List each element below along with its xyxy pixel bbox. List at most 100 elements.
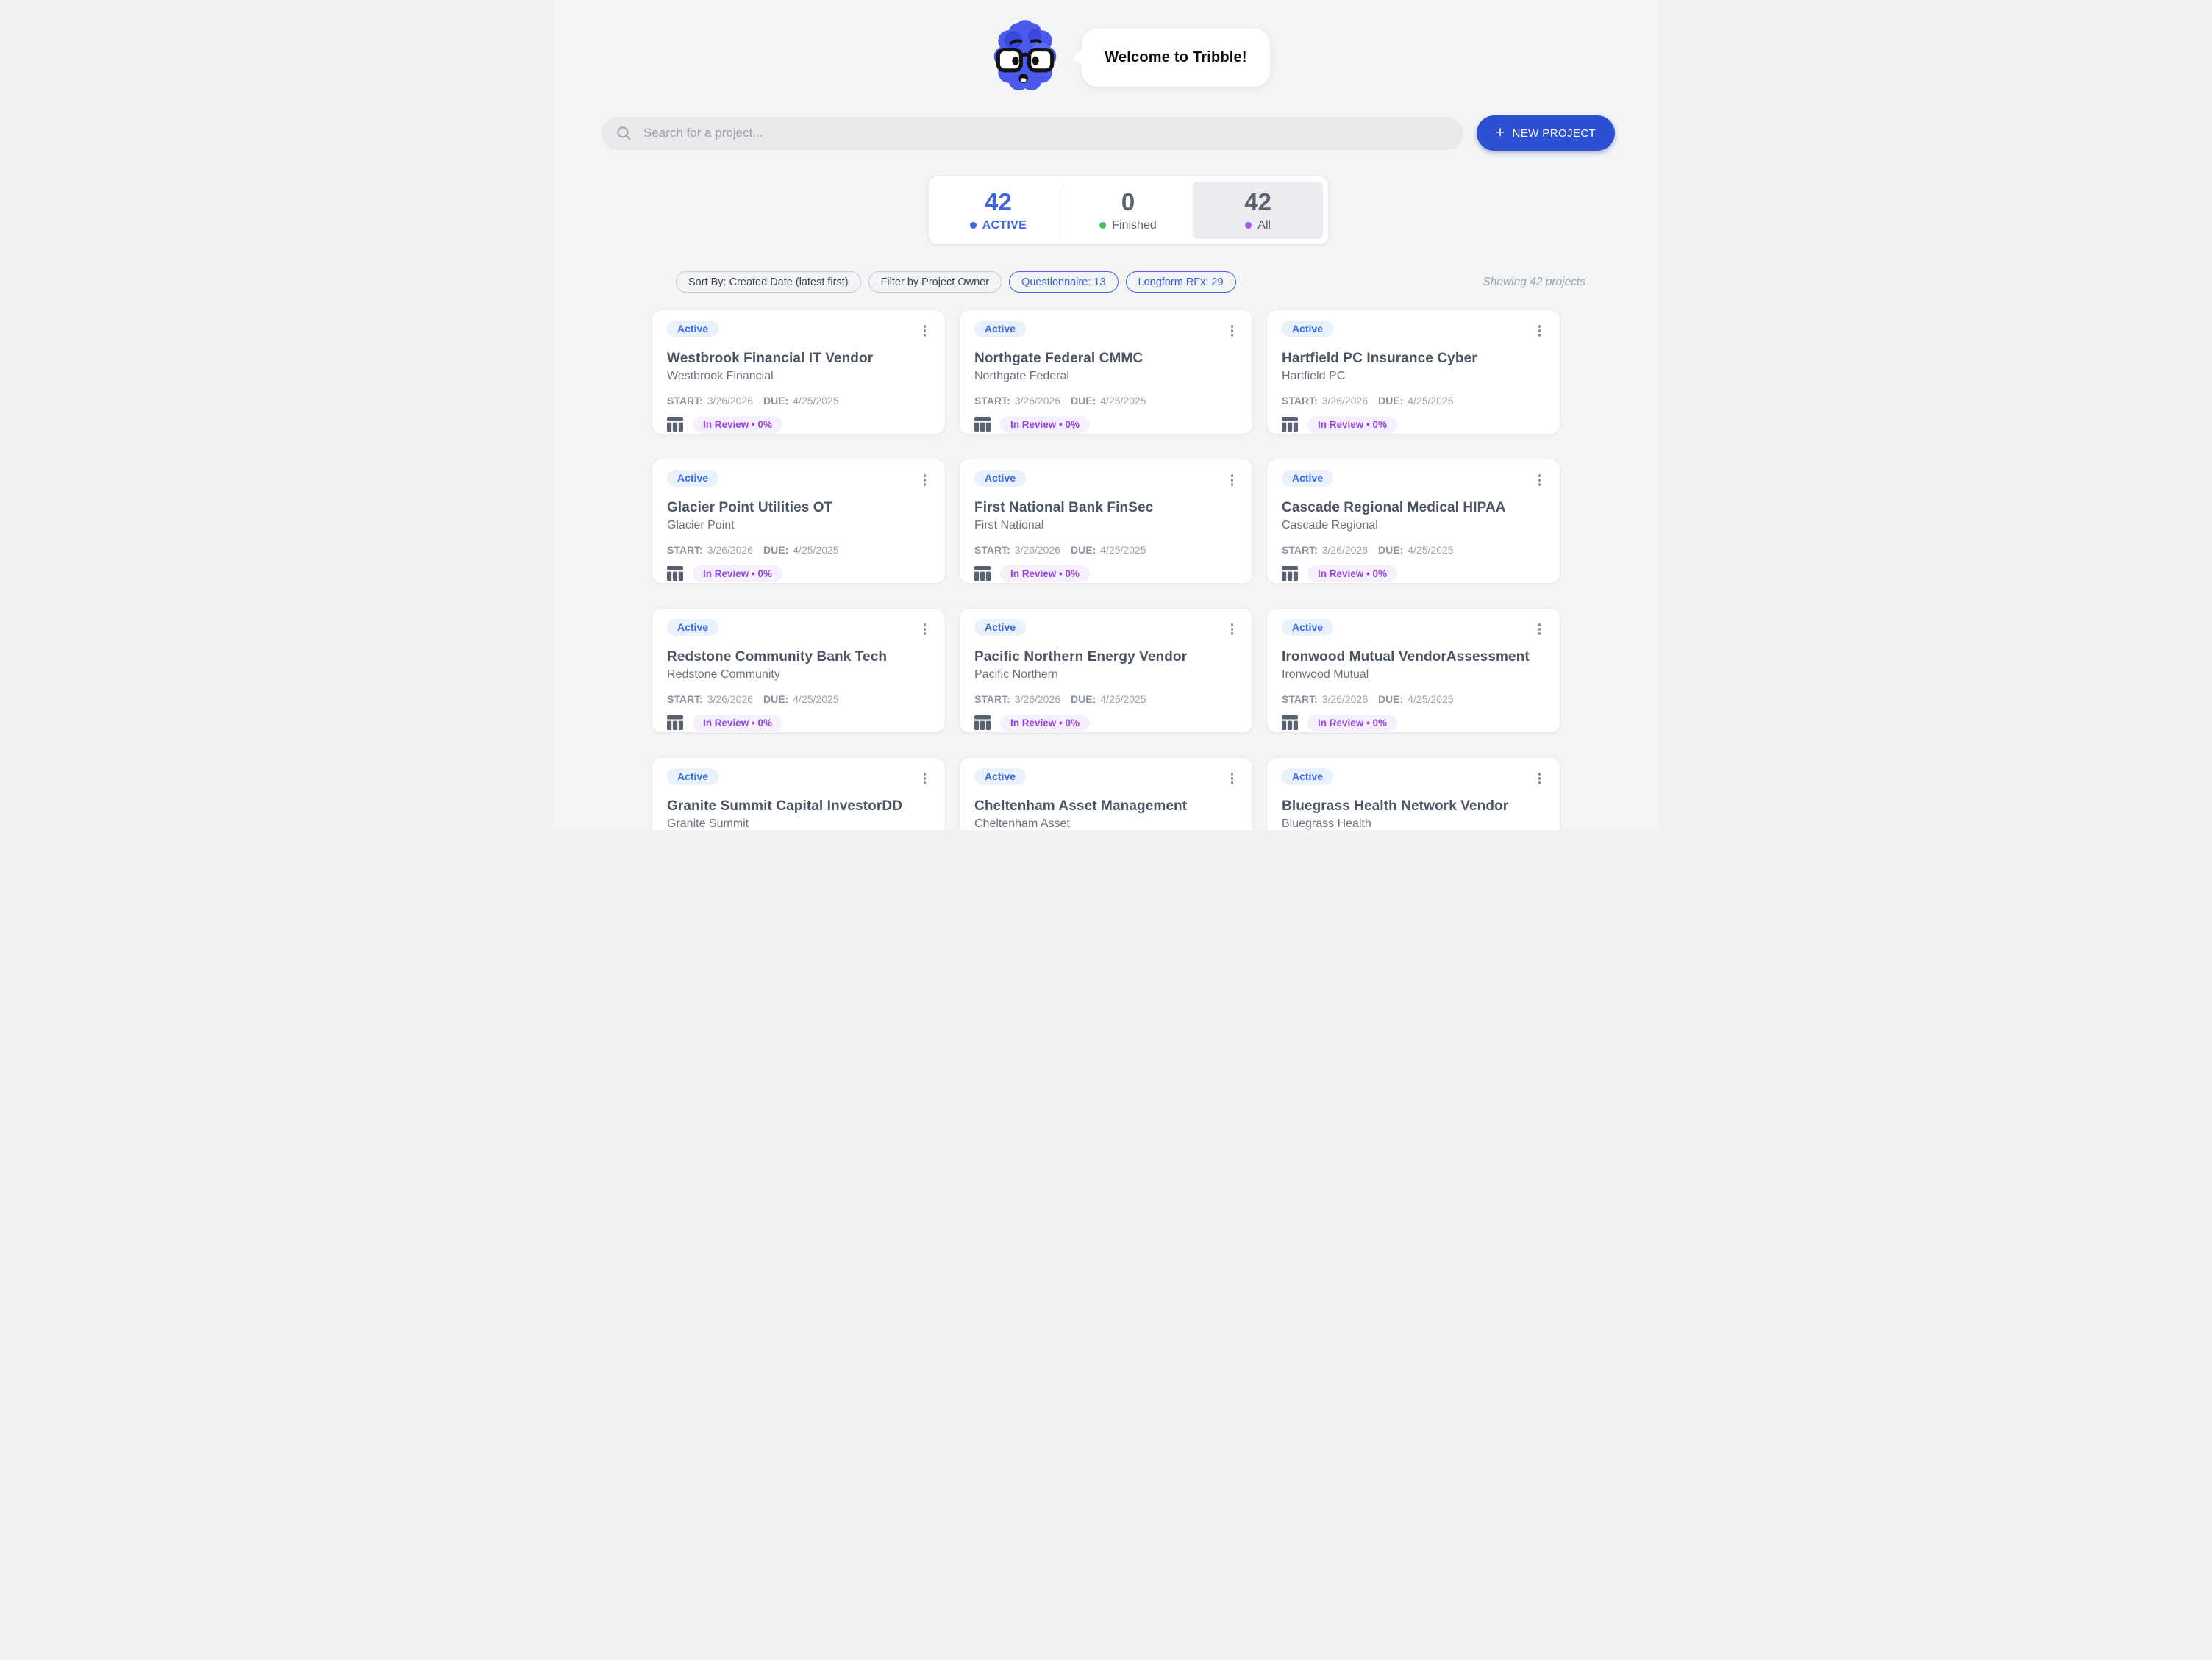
project-title: Glacier Point Utilities OT [667,499,833,515]
due-date: 4/25/2025 [1100,394,1146,407]
project-card[interactable]: Active First National Bank FinSec First … [959,459,1253,584]
due-label: DUE: [1071,394,1096,407]
status-badge: Active [974,470,1027,487]
start-label: START: [974,394,1010,407]
kebab-menu-icon[interactable] [919,471,931,489]
project-card[interactable]: Active Redstone Community Bank Tech Reds… [652,608,946,733]
due-date: 4/25/2025 [1408,693,1454,705]
due-date: 4/25/2025 [1408,394,1454,407]
start-date: 3/26/2026 [1321,693,1369,705]
project-title: Northgate Federal CMMC [974,350,1144,366]
project-owner: Granite Summit [667,817,749,830]
progress-pill: In Review • 0% [1000,714,1091,731]
kebab-menu-icon[interactable] [1227,770,1238,787]
project-owner: Northgate Federal [974,369,1069,382]
table-icon [667,566,683,581]
longform-rfx-chip[interactable]: Longform RFx: 29 [1125,271,1236,293]
kebab-menu-icon[interactable] [919,322,931,340]
new-project-button[interactable]: + NEW PROJECT [1477,115,1615,151]
project-card[interactable]: Active Ironwood Mutual VendorAssessment … [1266,608,1560,733]
questionnaire-chip[interactable]: Questionnaire: 13 [1009,271,1119,293]
project-title: Redstone Community Bank Tech [667,648,888,665]
project-dates: START: 3/26/2026 DUE: 4/25/2025 [667,544,930,556]
project-owner: Pacific Northern [974,668,1058,681]
start-label: START: [1282,543,1318,556]
welcome-text: Welcome to Tribble! [1105,49,1247,65]
start-label: START: [1282,693,1318,705]
status-badge: Active [667,619,719,636]
status-badge: Active [974,321,1027,337]
speech-bubble-tail [1073,49,1091,67]
hero-section: Welcome to Tribble! [553,0,1659,96]
active-label: ACTIVE [982,218,1027,232]
project-card[interactable]: Active Hartfield PC Insurance Cyber Hart… [1266,310,1560,434]
due-label: DUE: [1071,543,1096,556]
project-owner: Hartfield PC [1282,369,1346,382]
project-title: Ironwood Mutual VendorAssessment [1282,648,1530,665]
due-label: DUE: [1378,394,1404,407]
plus-icon: + [1495,124,1505,141]
finished-dot-icon [1099,222,1107,229]
kebab-menu-icon[interactable] [1227,471,1238,489]
project-dates: START: 3/26/2026 DUE: 4/25/2025 [974,544,1238,556]
project-owner: Bluegrass Health [1282,817,1371,830]
project-dates: START: 3/26/2026 DUE: 4/25/2025 [1282,395,1545,407]
start-label: START: [667,543,703,556]
progress-pill: In Review • 0% [1307,565,1398,582]
kebab-menu-icon[interactable] [919,620,931,638]
project-card[interactable]: Active Northgate Federal CMMC Northgate … [959,310,1253,434]
due-date: 4/25/2025 [793,693,839,705]
kebab-menu-icon[interactable] [1534,620,1546,638]
project-dates: START: 3/26/2026 DUE: 4/25/2025 [667,693,930,705]
project-card[interactable]: Active Pacific Northern Energy Vendor Pa… [959,608,1253,733]
progress-pill: In Review • 0% [1307,714,1398,731]
all-count: 42 [1244,187,1272,215]
project-card[interactable]: Active Bluegrass Health Network Vendor B… [1266,757,1560,830]
start-date: 3/26/2026 [707,543,754,556]
start-label: START: [974,543,1010,556]
due-label: DUE: [1378,693,1404,705]
search-input[interactable] [602,116,1463,150]
progress-pill: In Review • 0% [693,714,783,731]
finished-label: Finished [1112,218,1157,232]
due-date: 4/25/2025 [1100,693,1146,705]
status-badge: Active [1282,470,1334,487]
all-label: All [1257,218,1271,232]
due-label: DUE: [763,693,789,705]
progress-pill: In Review • 0% [1307,415,1398,433]
kebab-menu-icon[interactable] [1534,770,1546,787]
finished-count: 0 [1121,187,1135,215]
project-card[interactable]: Active Glacier Point Utilities OT Glacie… [652,459,946,584]
project-dates: START: 3/26/2026 DUE: 4/25/2025 [974,693,1238,705]
status-badge: Active [667,321,719,337]
project-card[interactable]: Active Westbrook Financial IT Vendor Wes… [652,310,946,434]
stat-active[interactable]: 42 ACTIVE [934,182,1063,239]
filter-owner-chip[interactable]: Filter by Project Owner [868,271,1002,293]
active-dot-icon [969,222,977,229]
table-icon [1282,417,1298,432]
kebab-menu-icon[interactable] [1534,322,1546,340]
project-card[interactable]: Active Cascade Regional Medical HIPAA Ca… [1266,459,1560,584]
filter-toolbar: Sort By: Created Date (latest first) Fil… [676,271,1585,293]
kebab-menu-icon[interactable] [1534,471,1546,489]
start-date: 3/26/2026 [1014,543,1061,556]
table-icon [1282,715,1298,730]
search-row: + NEW PROJECT [553,115,1659,151]
project-title: Cascade Regional Medical HIPAA [1282,499,1506,515]
stat-all[interactable]: 42 All [1193,182,1323,239]
project-card[interactable]: Active Cheltenham Asset Management Chelt… [959,757,1253,830]
stat-finished[interactable]: 0 Finished [1063,182,1193,239]
table-icon [974,417,991,432]
project-card[interactable]: Active Granite Summit Capital InvestorDD… [652,757,946,830]
search-bar [602,116,1463,150]
due-date: 4/25/2025 [793,394,839,407]
progress-pill: In Review • 0% [693,565,783,582]
due-date: 4/25/2025 [1100,543,1146,556]
progress-pill: In Review • 0% [1000,415,1091,433]
sort-by-chip[interactable]: Sort By: Created Date (latest first) [676,271,861,293]
kebab-menu-icon[interactable] [1227,620,1238,638]
start-label: START: [1282,394,1318,407]
kebab-menu-icon[interactable] [1227,322,1238,340]
table-icon [667,715,683,730]
kebab-menu-icon[interactable] [919,770,931,787]
